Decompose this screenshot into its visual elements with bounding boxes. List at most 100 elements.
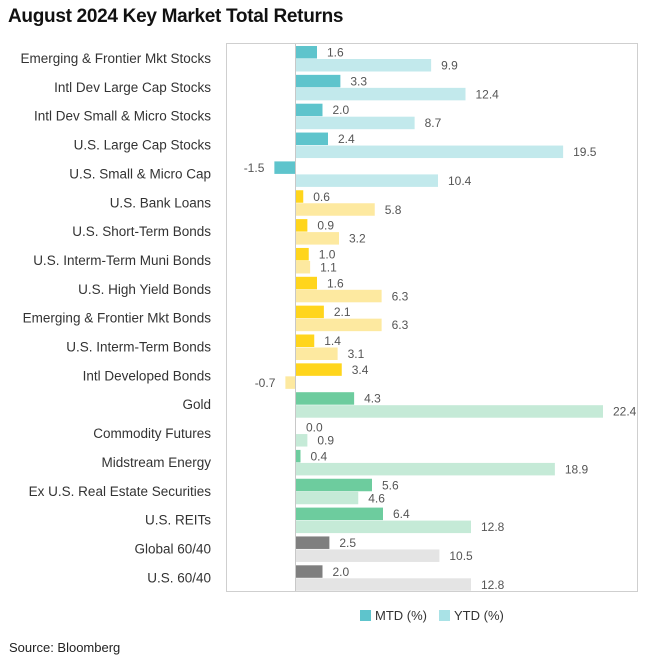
ytd-bar: [295, 318, 382, 332]
mtd-bar: [295, 363, 342, 376]
ytd-value-label: 6.3: [392, 318, 409, 332]
mtd-value-label: 3.4: [352, 363, 369, 377]
mtd-bar: [295, 305, 324, 319]
ytd-value-label: 4.6: [368, 491, 385, 505]
ytd-value-label: 12.8: [481, 520, 505, 534]
mtd-value-label: 1.6: [327, 276, 344, 290]
ytd-bar: [295, 59, 432, 72]
mtd-bar: [295, 219, 308, 232]
category-label: U.S. Small & Micro Cap: [69, 166, 211, 181]
ytd-bar: [295, 203, 375, 216]
ytd-bar: [295, 116, 415, 130]
ytd-value-label: 10.5: [449, 549, 473, 563]
ytd-value-label: 8.7: [425, 116, 442, 130]
category-label: Intl Developed Bonds: [83, 368, 212, 383]
ytd-value-label: 18.9: [565, 462, 589, 476]
category-label: Commodity Futures: [93, 426, 211, 441]
ytd-bar: [295, 87, 466, 101]
mtd-value-label: 2.0: [333, 103, 350, 117]
legend-swatch-mtd: [360, 610, 371, 621]
mtd-value-label: 1.6: [327, 46, 344, 60]
ytd-bar: [295, 289, 382, 303]
category-label: U.S. Bank Loans: [110, 195, 212, 210]
ytd-value-label: 3.1: [348, 347, 365, 361]
ytd-bar: [295, 260, 311, 274]
category-label: Ex U.S. Real Estate Securities: [29, 484, 212, 499]
ytd-bar: [295, 520, 471, 534]
ytd-bar: [295, 462, 555, 476]
mtd-value-label: 2.4: [338, 132, 355, 146]
ytd-value-label: -0.7: [255, 376, 276, 390]
ytd-bar: [285, 376, 295, 389]
mtd-bar: [295, 247, 309, 261]
ytd-bar: [295, 434, 308, 447]
mtd-bar: [295, 536, 330, 549]
plot-frame: [226, 43, 638, 592]
ytd-bar: [295, 578, 471, 591]
category-label: U.S. REITs: [145, 513, 211, 528]
category-label: Gold: [182, 397, 211, 412]
category-label: Emerging & Frontier Mkt Stocks: [20, 51, 211, 66]
category-label: Intl Dev Large Cap Stocks: [54, 80, 211, 95]
mtd-bar: [295, 392, 355, 405]
legend-swatch-ytd: [439, 610, 450, 621]
category-label: U.S. High Yield Bonds: [78, 282, 211, 297]
mtd-bar: [295, 276, 317, 290]
ytd-value-label: 12.8: [481, 578, 505, 592]
category-label: Midstream Energy: [101, 455, 211, 470]
source-note: Source: Bloomberg: [9, 640, 121, 655]
ytd-value-label: 10.4: [448, 174, 472, 188]
mtd-value-label: 0.6: [313, 190, 330, 204]
ytd-value-label: 12.4: [476, 87, 500, 101]
legend-label-ytd: YTD (%): [454, 608, 504, 623]
mtd-value-label: 3.3: [350, 74, 367, 88]
ytd-bar: [295, 145, 564, 159]
category-label: U.S. Interm-Term Bonds: [66, 340, 211, 355]
category-label: U.S. Short-Term Bonds: [72, 224, 211, 239]
ytd-bar: [295, 232, 339, 245]
mtd-value-label: 0.9: [317, 219, 334, 233]
legend: MTD (%) YTD (%): [360, 608, 504, 623]
ytd-value-label: 19.5: [573, 145, 597, 159]
mtd-bar: [295, 190, 304, 203]
ytd-value-label: 3.2: [349, 232, 366, 246]
mtd-value-label: 1.4: [324, 334, 341, 348]
category-label: Intl Dev Small & Micro Stocks: [34, 109, 211, 124]
category-label: U.S. Interm-Term Muni Bonds: [33, 253, 211, 268]
ytd-bar: [295, 549, 440, 562]
mtd-value-label: 2.1: [334, 305, 351, 319]
mtd-value-label: -1.5: [244, 161, 265, 175]
mtd-bar: [295, 449, 301, 463]
mtd-value-label: 0.0: [306, 421, 323, 435]
mtd-bar: [295, 334, 315, 347]
legend-label-mtd: MTD (%): [375, 608, 427, 623]
mtd-value-label: 2.0: [333, 565, 350, 579]
mtd-value-label: 6.4: [393, 507, 410, 521]
mtd-value-label: 4.3: [364, 392, 381, 406]
ytd-value-label: 22.4: [613, 405, 637, 419]
category-label: Global 60/40: [134, 541, 211, 556]
mtd-value-label: 5.6: [382, 478, 399, 492]
mtd-bar: [295, 132, 328, 146]
ytd-bar: [295, 174, 438, 187]
mtd-bar: [295, 74, 341, 88]
chart-title: August 2024 Key Market Total Returns: [8, 6, 344, 27]
ytd-value-label: 5.8: [385, 203, 402, 217]
category-label: Emerging & Frontier Mkt Bonds: [23, 311, 212, 326]
ytd-value-label: 0.9: [317, 434, 334, 448]
mtd-bar: [295, 507, 383, 521]
mtd-bar: [295, 478, 372, 492]
mtd-value-label: 1.0: [319, 247, 336, 261]
ytd-value-label: 6.3: [392, 289, 409, 303]
category-label: U.S. 60/40: [147, 570, 211, 585]
mtd-bar: [295, 46, 317, 59]
mtd-value-label: 0.4: [311, 449, 328, 463]
ytd-value-label: 1.1: [320, 260, 337, 274]
mtd-bar: [295, 103, 323, 117]
ytd-bar: [295, 491, 359, 505]
mtd-value-label: 2.5: [339, 536, 356, 550]
mtd-bar: [295, 565, 323, 578]
ytd-bar: [295, 405, 603, 418]
ytd-bar: [295, 347, 338, 360]
